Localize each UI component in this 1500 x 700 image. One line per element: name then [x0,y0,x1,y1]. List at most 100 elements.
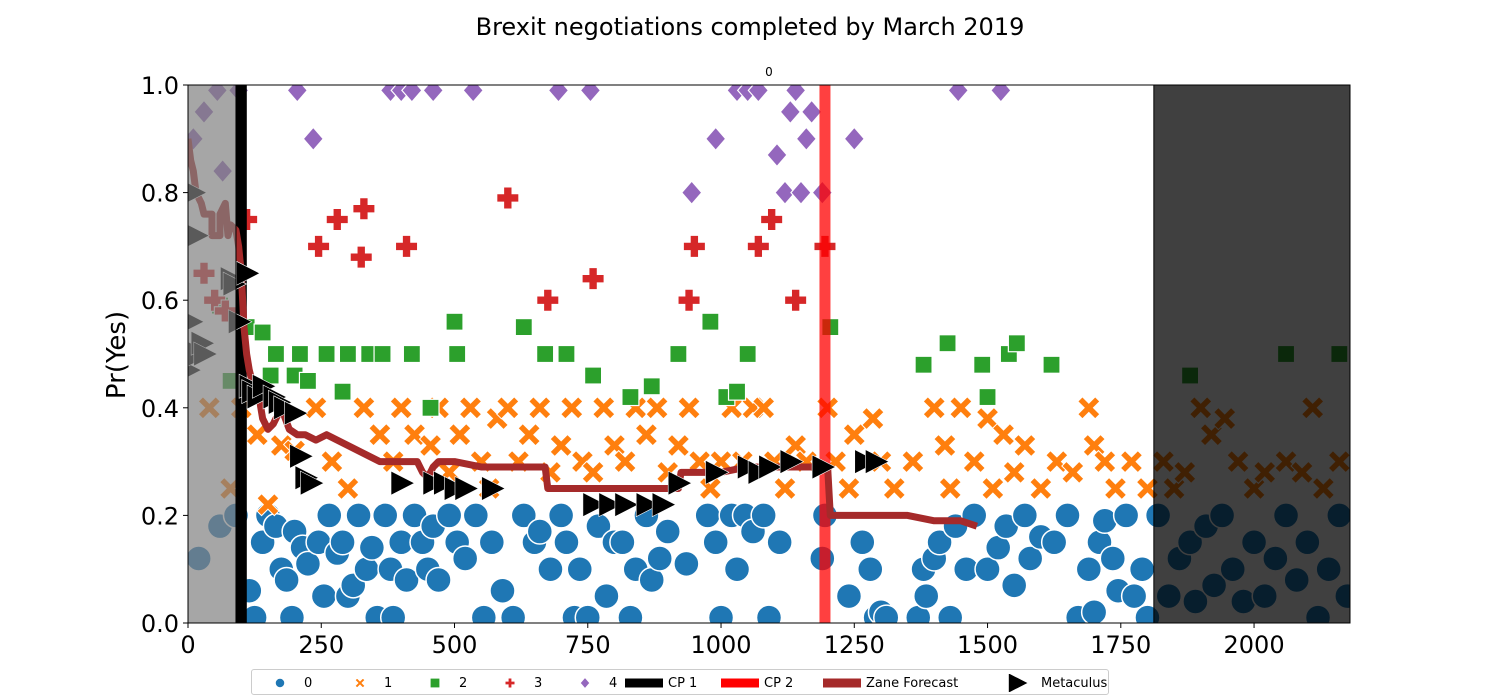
series-0-point [723,555,751,583]
series-1-point [418,433,443,458]
series-1-point [837,476,861,501]
series-1-point [677,396,701,420]
legend-swatch [1008,674,1029,692]
series-1-point [645,396,669,420]
axes: 0 250 500 750 1000 1250 1500 1750 2000 0.0 0.2 0.4 0… [141,72,1351,659]
series-1-point [773,476,797,501]
series-1-point [269,433,293,458]
legend-swatch [579,676,591,690]
series-3-point [760,208,784,231]
y-axis-label: Pr(Yes) [102,311,132,399]
series-0-point [1112,502,1140,529]
series-4-point [947,85,970,103]
series-2-point [338,344,358,364]
series-2-point [402,344,421,364]
series-0-point [451,545,479,572]
series-1-point [1093,449,1117,474]
series-0-point [393,566,420,594]
series-4-point [704,126,727,152]
series-1-point [1077,396,1101,420]
series-1-point [496,396,520,420]
series-3-point [395,234,419,258]
legend-label: 3 [534,675,543,691]
y-tick-label: 0.8 [141,180,179,208]
series-1-point [336,476,360,501]
series-1-point [528,396,552,420]
legend-item: CP 1 [624,674,697,692]
series-0-point [593,582,620,610]
metaculus-point [705,459,730,485]
series-3-point [581,267,605,291]
series-0-point [873,604,900,623]
series-2-point [584,366,603,385]
legend-swatch [504,677,516,689]
series-0 [188,502,1350,623]
series-1-point [962,449,986,474]
legend: 0 1 2 3 4 CP 1 CP 2 Zane Forecast Metaculus [251,669,1109,695]
series-1-point [842,422,866,447]
series-1-point [1119,449,1144,474]
series-4-point [422,85,444,103]
series-4-point [547,85,570,103]
series-1-point [517,422,541,447]
series-0-point [358,534,386,561]
series-3-point [746,234,770,258]
series-4-point [766,142,788,168]
series-1-point [938,476,962,501]
series-2-point [333,382,352,401]
series-0-point [766,529,793,556]
top-annotation: 0 [765,65,773,79]
series-2-point [621,387,640,407]
series-1-point [933,433,957,458]
metaculus-point [811,454,837,480]
series-0-point [750,502,777,529]
series-1-point [458,396,483,420]
series-2-point [253,323,272,342]
series-0-point [673,550,700,578]
metaculus-point [582,492,607,518]
series-3-point [349,245,373,269]
legend-label: 0 [304,675,313,691]
series-0-point [936,604,964,623]
y-tick-label: 0.2 [141,502,179,530]
series-1-point [1061,460,1085,485]
series-4-point [680,180,703,206]
series-2-point [290,344,310,364]
x-tick-label: 0 [180,631,195,659]
series-0-point [425,566,452,594]
series-4-point [302,126,325,152]
series-2-point [973,355,992,374]
series-2-point [421,398,440,417]
series-3-point [496,186,520,210]
series-1-point [581,460,605,485]
series-1-point [1002,460,1026,485]
series-1-point [698,476,723,501]
shaded-region [1153,85,1350,623]
series-1-point [666,433,691,458]
legend-swatch [429,677,441,689]
series-1-point [1082,433,1106,458]
series-1-point [549,433,573,458]
series-1-point [751,396,776,420]
series-0-point [1054,502,1081,529]
series-1-point [602,433,627,458]
series-2-point [1007,334,1026,353]
series-1-point [901,449,925,474]
legend-swatch [721,678,759,688]
series-0-point [835,582,863,610]
x-tick-label: 1500 [957,631,1018,659]
series-2-point [1042,355,1061,374]
series-1-point [304,396,328,420]
legend-swatch [274,677,286,689]
series-0-point [1011,502,1039,529]
series-0-point [537,555,564,583]
series-3 [192,186,837,323]
legend-item: 0 [260,674,312,692]
metaculus-point [390,470,416,496]
metaculus-point [667,470,693,496]
series-4-point [843,126,866,152]
metaculus-point [236,260,261,286]
series-0-point [585,512,612,540]
legend-marker-swatch [579,676,591,690]
series-0-point [1040,529,1068,556]
